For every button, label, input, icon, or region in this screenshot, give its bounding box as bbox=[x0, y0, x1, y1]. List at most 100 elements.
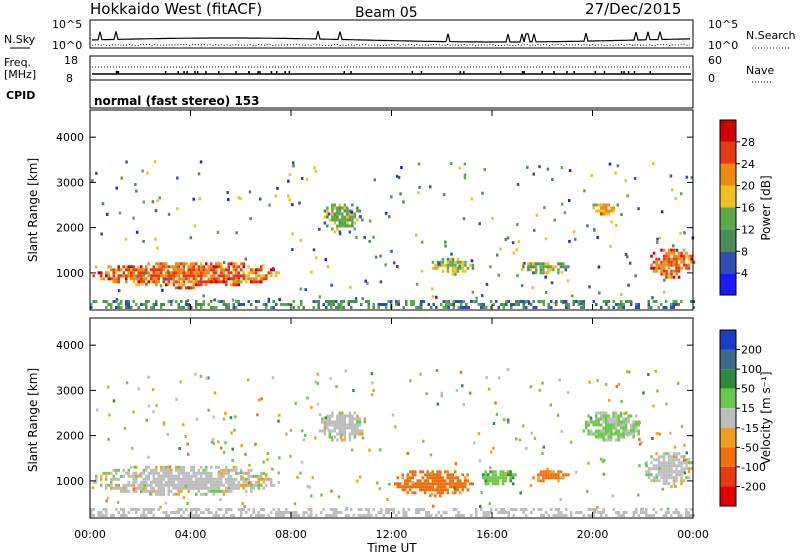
heatmap-cell bbox=[135, 471, 138, 475]
heatmap-cell bbox=[165, 471, 168, 475]
heatmap-cell bbox=[372, 508, 375, 511]
heatmap-cell bbox=[232, 468, 235, 472]
heatmap-cell bbox=[637, 423, 640, 427]
heatmap-cell bbox=[117, 486, 120, 490]
heatmap-cell bbox=[608, 162, 612, 166]
heatmap-cell bbox=[604, 432, 608, 436]
heatmap-cell bbox=[167, 477, 170, 481]
heatmap-cell bbox=[187, 303, 190, 306]
heatmap-cell bbox=[444, 485, 447, 489]
heatmap-cell bbox=[629, 423, 633, 427]
heatmap-cell bbox=[385, 306, 388, 309]
heatmap-cell bbox=[650, 461, 653, 465]
heatmap-cell bbox=[310, 494, 313, 498]
heatmap-cell bbox=[300, 460, 304, 464]
heatmap-cell bbox=[314, 169, 317, 173]
freq-right-label: Nave bbox=[746, 64, 774, 77]
heatmap-cell bbox=[143, 272, 146, 276]
heatmap-cell bbox=[605, 209, 608, 213]
heatmap-cell bbox=[142, 489, 145, 493]
heatmap-cell bbox=[210, 268, 213, 272]
colorbar-swatch bbox=[720, 207, 736, 230]
heatmap-cell bbox=[471, 482, 474, 486]
heatmap-cell bbox=[355, 300, 358, 303]
heatmap-cell bbox=[384, 211, 388, 215]
heatmap-cell bbox=[235, 486, 238, 490]
heatmap-cell bbox=[180, 262, 183, 266]
heatmap-cell bbox=[401, 485, 404, 489]
heatmap-cell bbox=[145, 418, 148, 422]
heatmap-cell bbox=[110, 486, 113, 490]
heatmap-cell bbox=[262, 264, 265, 268]
heatmap-cell bbox=[565, 306, 568, 309]
heatmap-cell bbox=[155, 477, 158, 481]
heatmap-cell bbox=[406, 485, 409, 489]
heatmap-cell bbox=[336, 426, 339, 430]
heatmap-cell bbox=[682, 467, 686, 471]
heatmap-cell bbox=[142, 268, 145, 272]
velocity-heatmap bbox=[90, 368, 695, 517]
heatmap-cell bbox=[612, 423, 615, 427]
heatmap-cell bbox=[422, 300, 425, 303]
heatmap-cell bbox=[582, 300, 585, 303]
heatmap-cell bbox=[682, 248, 686, 252]
colorbar-tick-label: -200 bbox=[741, 480, 766, 493]
heatmap-cell bbox=[652, 266, 656, 270]
heatmap-cell bbox=[557, 511, 560, 514]
heatmap-cell bbox=[447, 306, 450, 309]
heatmap-cell bbox=[219, 498, 222, 502]
heatmap-cell bbox=[677, 266, 681, 270]
heatmap-cell bbox=[330, 514, 333, 517]
heatmap-cell bbox=[175, 262, 178, 266]
heatmap-cell bbox=[199, 374, 203, 378]
heatmap-cell bbox=[454, 491, 457, 495]
heatmap-cell bbox=[240, 471, 243, 474]
heatmap-cell bbox=[333, 221, 337, 225]
heatmap-cell bbox=[525, 300, 528, 303]
heatmap-cell bbox=[670, 306, 673, 309]
heatmap-cell bbox=[506, 236, 510, 240]
heatmap-cell bbox=[542, 300, 545, 303]
heatmap-cell bbox=[262, 508, 265, 511]
heatmap-cell bbox=[600, 212, 603, 216]
heatmap-cell bbox=[510, 508, 513, 511]
heatmap-cell bbox=[125, 306, 128, 309]
heatmap-cell bbox=[212, 489, 215, 493]
heatmap-cell bbox=[314, 380, 318, 384]
heatmap-cell bbox=[661, 487, 665, 491]
heatmap-cell bbox=[532, 300, 535, 303]
heatmap-cell bbox=[459, 491, 462, 495]
heatmap-cell bbox=[670, 458, 673, 462]
heatmap-cell bbox=[460, 514, 463, 517]
heatmap-cell bbox=[672, 511, 675, 514]
heatmap-cell bbox=[552, 514, 555, 517]
heatmap-cell bbox=[645, 473, 648, 477]
heatmap-cell bbox=[494, 401, 497, 405]
heatmap-cell bbox=[160, 265, 163, 269]
heatmap-cell bbox=[575, 300, 578, 303]
heatmap-cell bbox=[347, 514, 350, 517]
heatmap-cell bbox=[310, 508, 313, 511]
heatmap-cell bbox=[356, 429, 359, 433]
heatmap-cell bbox=[371, 381, 374, 385]
heatmap-cell bbox=[341, 218, 344, 222]
heatmap-cell bbox=[446, 260, 450, 264]
heatmap-cell bbox=[609, 438, 613, 442]
heatmap-cell bbox=[195, 486, 198, 490]
heatmap-cell bbox=[506, 368, 510, 371]
heatmap-cell bbox=[132, 268, 135, 272]
heatmap-cell bbox=[179, 380, 182, 384]
heatmap-cell bbox=[635, 306, 638, 309]
heatmap-cell bbox=[192, 197, 195, 201]
heatmap-cell bbox=[539, 470, 543, 474]
heatmap-cell bbox=[132, 271, 135, 275]
heatmap-cell bbox=[624, 179, 627, 183]
heatmap-cell bbox=[466, 473, 469, 477]
heatmap-cell bbox=[231, 459, 234, 462]
heatmap-cell bbox=[617, 420, 620, 424]
heatmap-cell bbox=[317, 306, 320, 309]
heatmap-cell bbox=[597, 417, 600, 421]
heatmap-cell bbox=[150, 468, 153, 472]
heatmap-cell bbox=[553, 301, 556, 305]
heatmap-cell bbox=[302, 511, 305, 514]
